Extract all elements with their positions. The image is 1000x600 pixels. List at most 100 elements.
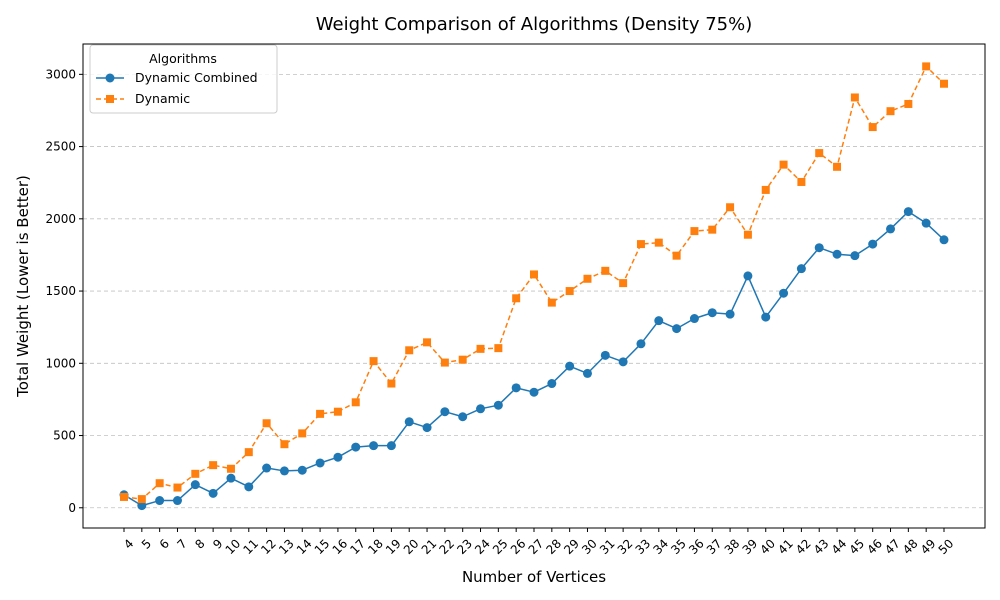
data-point-dynamic-combined <box>850 251 860 261</box>
data-point-dynamic <box>476 344 485 353</box>
data-point-dynamic-combined <box>903 207 913 217</box>
data-point-dynamic-combined <box>404 417 414 427</box>
data-point-dynamic-combined <box>262 463 272 473</box>
data-point-dynamic-combined <box>529 387 539 397</box>
data-point-dynamic-combined <box>208 488 218 498</box>
data-point-dynamic <box>904 99 913 108</box>
data-point-dynamic <box>761 185 770 194</box>
data-point-dynamic <box>815 149 824 158</box>
data-point-dynamic <box>405 346 414 355</box>
data-point-dynamic <box>672 251 681 260</box>
data-point-dynamic-combined <box>351 442 361 452</box>
data-point-dynamic-combined <box>493 400 503 410</box>
y-axis: 0 500 1000 1500 2000 2500 3000 <box>45 67 83 515</box>
data-point-dynamic <box>387 379 396 388</box>
data-point-dynamic-combined <box>297 465 307 475</box>
data-point-dynamic-combined <box>814 243 824 253</box>
data-point-dynamic <box>244 448 253 457</box>
data-point-dynamic <box>298 429 307 438</box>
data-point-dynamic-combined <box>137 501 147 511</box>
grid-lines <box>83 73 985 509</box>
y-tick-label: 0 <box>68 501 76 515</box>
data-point-dynamic <box>743 230 752 239</box>
legend-marker-dynamic <box>106 95 114 103</box>
data-point-dynamic-combined <box>921 218 931 228</box>
data-point-dynamic-combined <box>386 441 396 451</box>
data-point-dynamic <box>922 62 931 71</box>
data-point-dynamic <box>494 344 503 353</box>
data-point-dynamic-combined <box>440 407 450 417</box>
data-point-dynamic-combined <box>333 452 343 462</box>
series-layer <box>119 62 949 511</box>
data-point-dynamic <box>173 483 182 492</box>
data-point-dynamic-combined <box>672 324 682 334</box>
y-tick-label: 500 <box>53 429 76 443</box>
data-point-dynamic-combined <box>707 308 717 318</box>
data-point-dynamic-combined <box>779 288 789 298</box>
data-point-dynamic-combined <box>369 441 379 451</box>
chart-title: Weight Comparison of Algorithms (Density… <box>316 14 752 35</box>
data-point-dynamic <box>565 287 574 296</box>
data-point-dynamic-combined <box>315 458 325 468</box>
data-point-dynamic <box>155 479 164 488</box>
y-tick-label: 2500 <box>45 140 76 154</box>
x-axis-title: Number of Vertices <box>462 568 606 586</box>
y-tick-label: 3000 <box>45 67 76 81</box>
data-point-dynamic-combined <box>636 339 646 349</box>
legend-title: Algorithms <box>149 51 217 66</box>
data-point-dynamic <box>690 227 699 236</box>
data-point-dynamic <box>191 469 200 478</box>
data-point-dynamic <box>120 492 128 501</box>
data-point-dynamic <box>779 160 788 169</box>
data-point-dynamic-combined <box>565 361 575 371</box>
data-point-dynamic-combined <box>939 235 949 245</box>
legend-label-dynamic: Dynamic <box>135 91 190 106</box>
data-point-dynamic-combined <box>689 314 699 324</box>
data-point-dynamic-combined <box>279 466 289 476</box>
data-point-dynamic <box>619 279 628 288</box>
data-point-dynamic <box>797 177 806 186</box>
data-point-dynamic-combined <box>886 224 896 234</box>
data-point-dynamic <box>209 461 218 470</box>
data-point-dynamic <box>886 107 895 116</box>
data-point-dynamic <box>316 409 325 418</box>
legend: Algorithms Dynamic Combined Dynamic <box>89 44 278 114</box>
data-point-dynamic-combined <box>832 249 842 259</box>
data-point-dynamic-combined <box>172 496 182 506</box>
data-point-dynamic-combined <box>476 404 486 414</box>
data-point-dynamic <box>868 123 877 132</box>
data-point-dynamic <box>850 93 859 102</box>
data-point-dynamic <box>512 294 521 303</box>
legend-marker-dynamic-combined <box>105 73 115 83</box>
data-point-dynamic-combined <box>547 379 557 389</box>
data-point-dynamic-combined <box>244 482 254 492</box>
data-point-dynamic <box>583 274 592 283</box>
data-point-dynamic <box>423 338 432 347</box>
data-point-dynamic <box>940 79 948 88</box>
data-point-dynamic <box>833 162 842 171</box>
data-point-dynamic-combined <box>743 271 753 281</box>
legend-box <box>89 44 278 114</box>
data-point-dynamic-combined <box>582 368 592 378</box>
data-point-dynamic-combined <box>618 357 628 367</box>
data-point-dynamic <box>333 407 342 416</box>
y-axis-title: Total Weight (Lower is Better) <box>14 175 32 398</box>
data-point-dynamic-combined <box>458 412 468 422</box>
legend-label-dynamic-combined: Dynamic Combined <box>135 70 258 85</box>
data-point-dynamic <box>458 355 467 364</box>
data-point-dynamic <box>654 238 663 247</box>
data-point-dynamic <box>226 464 235 473</box>
data-point-dynamic <box>369 357 378 366</box>
data-point-dynamic <box>262 419 271 428</box>
y-tick-label: 1000 <box>45 356 76 370</box>
data-point-dynamic-combined <box>511 383 521 393</box>
data-point-dynamic <box>440 358 449 367</box>
y-tick-label: 1500 <box>45 284 76 298</box>
data-point-dynamic <box>137 495 146 504</box>
data-point-dynamic-combined <box>725 309 735 319</box>
data-point-dynamic-combined <box>600 350 610 360</box>
data-point-dynamic <box>601 266 610 275</box>
data-point-dynamic-combined <box>155 496 165 506</box>
data-point-dynamic <box>530 270 538 279</box>
